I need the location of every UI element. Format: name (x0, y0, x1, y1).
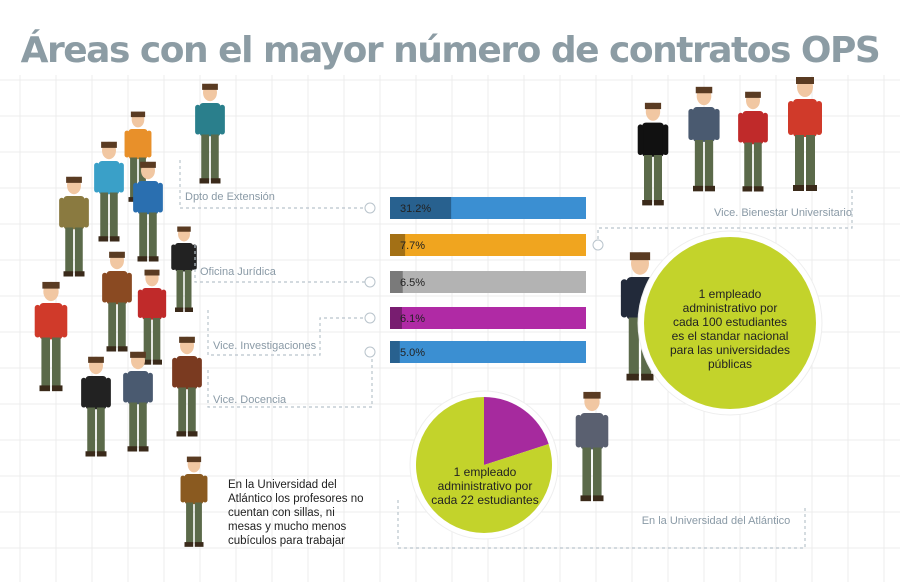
bar (390, 341, 400, 363)
category-label: Vice. Bienestar Universitario (714, 207, 852, 219)
bar-track (390, 307, 586, 329)
standard-circle (644, 237, 816, 409)
pie-slice (415, 397, 552, 533)
bar (390, 234, 406, 256)
value-label: 6.1% (400, 313, 425, 325)
category-label: Vice. Docencia (213, 394, 287, 406)
bar (390, 271, 403, 293)
bar-track (390, 341, 586, 363)
pie-slice (484, 397, 549, 465)
value-label: 7.7% (400, 240, 425, 252)
leader-lines (179, 160, 853, 549)
category-label: Dpto de Extensión (185, 191, 275, 203)
bar (390, 307, 402, 329)
professors-note: En la Universidad del Atlántico los prof… (228, 479, 364, 547)
chart-title: Áreas con el mayor número de contratos O… (21, 29, 880, 71)
uni-label: En la Universidad del Atlántico (641, 515, 791, 527)
connector-dot (364, 346, 376, 358)
bar-track (390, 271, 586, 293)
connector-dot (364, 276, 376, 288)
connector-dot (364, 312, 376, 324)
bar (390, 197, 452, 219)
standard-note: 1 empleado administrativo por cada 100 e… (669, 287, 791, 371)
connector-dot (364, 202, 376, 214)
value-label: 5.0% (400, 347, 425, 359)
category-label: Vice. Investigaciones (213, 340, 317, 352)
connector-dot (592, 239, 604, 251)
bar-track (390, 234, 586, 256)
value-label: 6.5% (400, 277, 425, 289)
value-label: 31.2% (400, 203, 431, 215)
category-label: Oficina Jurídica (200, 266, 277, 278)
pie-label: 1 empleado administrativo por cada 22 es… (431, 465, 539, 507)
